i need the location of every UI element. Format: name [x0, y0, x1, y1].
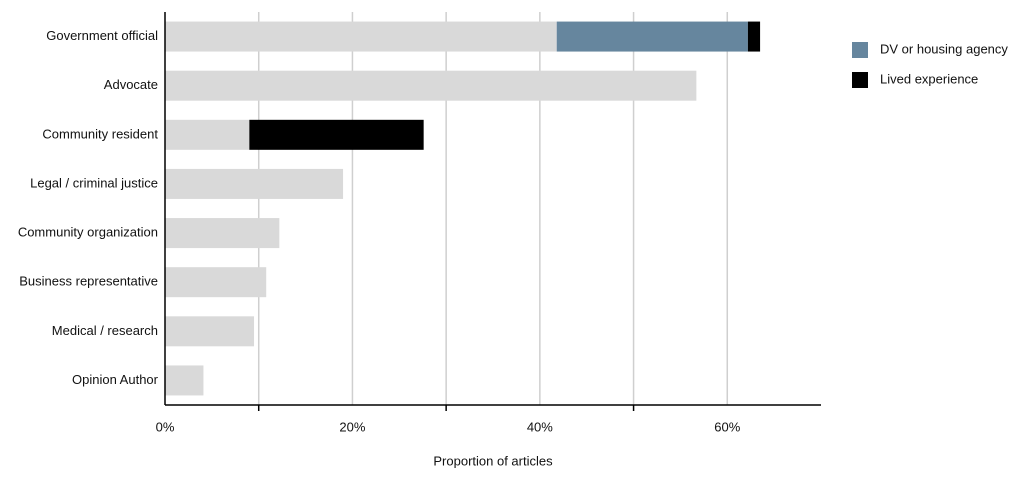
y-tick-label: Legal / criminal justice — [30, 175, 158, 190]
bar-segment — [165, 119, 250, 150]
bar-segment — [165, 70, 697, 101]
legend-label: Lived experience — [880, 71, 978, 86]
x-tick-label: 20% — [339, 419, 365, 434]
x-tick-label: 60% — [714, 419, 740, 434]
bar-segment — [165, 21, 557, 52]
y-tick-label: Advocate — [104, 77, 158, 92]
bar-segment — [556, 21, 748, 52]
y-tick-label: Opinion Author — [72, 372, 159, 387]
legend-swatch — [852, 42, 868, 58]
bar-segment — [165, 267, 267, 298]
y-tick-label: Community resident — [42, 126, 158, 141]
bar-segment — [165, 218, 280, 249]
y-tick-label: Business representative — [19, 274, 158, 289]
legend-swatch — [852, 72, 868, 88]
legend-label: DV or housing agency — [880, 41, 1008, 56]
bar-segment — [165, 316, 255, 347]
y-tick-label: Government official — [46, 28, 158, 43]
y-tick-label: Medical / research — [52, 323, 158, 338]
x-tick-label: 0% — [156, 419, 175, 434]
x-tick-label: 40% — [527, 419, 553, 434]
bar-segment — [165, 168, 344, 199]
y-tick-label: Community organization — [18, 225, 158, 240]
bar-segment — [249, 119, 424, 150]
x-axis-title: Proportion of articles — [433, 453, 553, 468]
bar-segment — [165, 365, 204, 396]
bar-segment — [747, 21, 761, 52]
